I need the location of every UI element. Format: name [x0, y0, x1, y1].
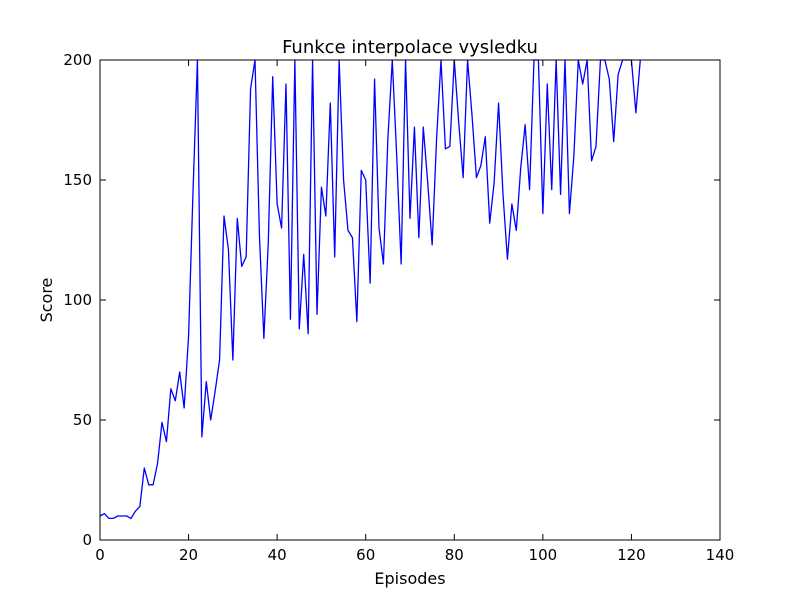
- x-tick-label: 120: [617, 546, 646, 564]
- x-tick-label: 80: [445, 546, 464, 564]
- x-tick-label: 0: [95, 546, 105, 564]
- plot-area: [100, 60, 720, 540]
- series-line-0: [99, 59, 641, 520]
- x-tick-label: 40: [268, 546, 287, 564]
- y-tick-label: 0: [82, 531, 92, 549]
- series-layer: [99, 59, 641, 520]
- y-tick-label: 100: [63, 291, 92, 309]
- chart-title: Funkce interpolace vysledku: [282, 37, 538, 58]
- y-tick-label: 150: [63, 171, 92, 189]
- y-axis-label: Score: [37, 278, 56, 323]
- x-tick-label: 100: [529, 546, 558, 564]
- y-tick-label: 200: [63, 51, 92, 69]
- ticks-layer: 0 20 40 60 80 100 120 140 0 50 100 150 200: [63, 51, 734, 564]
- x-tick-label: 140: [706, 546, 735, 564]
- x-tick-label: 20: [179, 546, 198, 564]
- y-tick-label: 50: [73, 411, 92, 429]
- x-axis-label: Episodes: [374, 569, 445, 588]
- x-tick-label: 60: [356, 546, 375, 564]
